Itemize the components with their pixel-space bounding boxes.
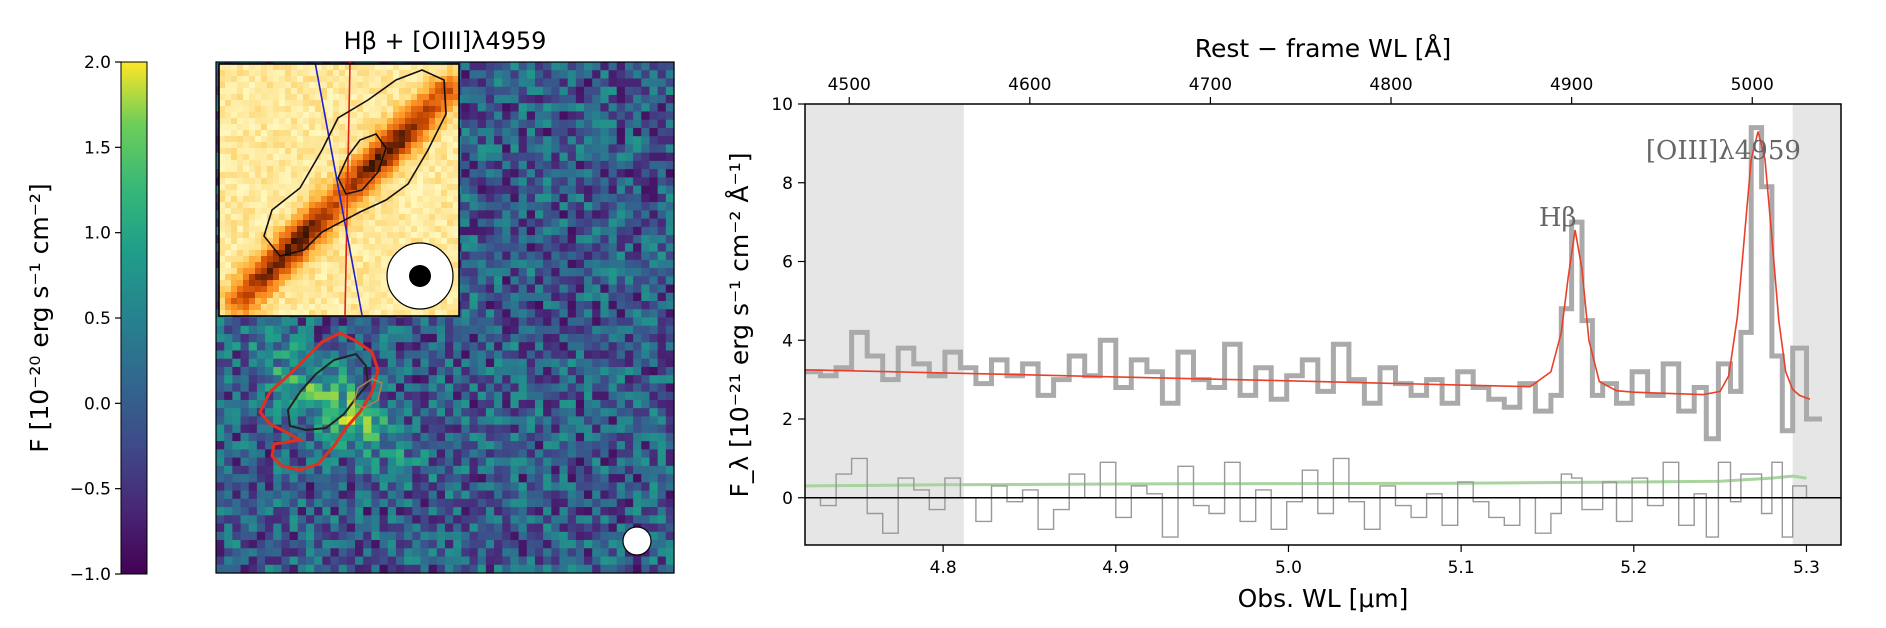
y-tick-label: 0 bbox=[782, 489, 793, 509]
shaded-region bbox=[1792, 104, 1841, 545]
hbeta-annotation: Hβ bbox=[1539, 203, 1577, 233]
colorbar-tick-label: −1.0 bbox=[70, 565, 111, 585]
top-tick-label: 4900 bbox=[1550, 75, 1593, 95]
top-tick-label: 4700 bbox=[1189, 75, 1232, 95]
shaded-regions bbox=[805, 104, 1841, 545]
colorbar-tick-label: 0.5 bbox=[84, 309, 111, 329]
line-annotations: Hβ [OIII]λ4959 bbox=[1539, 136, 1801, 233]
x-tick-label: 4.8 bbox=[930, 558, 957, 578]
series-residual bbox=[805, 457, 1822, 538]
x-axis-ticks: 4.8 4.9 5.0 5.1 5.2 5.3 bbox=[930, 545, 1820, 578]
colorbar-tick-label: 2.0 bbox=[84, 53, 111, 73]
x-axis-label: Obs. WL [μm] bbox=[1238, 584, 1409, 613]
y-tick-label: 6 bbox=[782, 253, 793, 273]
x-tick-label: 5.3 bbox=[1793, 558, 1820, 578]
inset-beam-inner-icon bbox=[409, 265, 431, 287]
oiii-annotation: [OIII]λ4959 bbox=[1646, 136, 1801, 166]
top-tick-label: 4800 bbox=[1369, 75, 1412, 95]
colorbar-tick-label: 0.0 bbox=[84, 394, 111, 414]
inset-outer-contour bbox=[263, 69, 447, 257]
y-tick-label: 4 bbox=[782, 331, 793, 351]
x-tick-label: 4.9 bbox=[1102, 558, 1129, 578]
colorbar-gradient bbox=[120, 61, 148, 575]
y-tick-label: 8 bbox=[782, 174, 793, 194]
series-spectrum bbox=[805, 125, 1822, 442]
colorbar-tick-label: 1.5 bbox=[84, 138, 111, 158]
colorbar: 2.0 1.5 1.0 0.5 0.0 −0.5 −1.0 F [10⁻²⁰ erg s⁻¹… bbox=[25, 53, 148, 585]
colorbar-tick-label: 1.0 bbox=[84, 224, 111, 244]
innermost-contour bbox=[353, 378, 383, 409]
series-layer bbox=[805, 125, 1822, 538]
colorbar-tick-label: −0.5 bbox=[70, 480, 111, 500]
top-axis-ticks: 4500 4600 4700 4800 4900 5000 bbox=[828, 75, 1774, 104]
y-axis-label: F_λ [10⁻²¹ erg s⁻¹ cm⁻² Å⁻¹] bbox=[725, 153, 754, 498]
top-tick-label: 4600 bbox=[1008, 75, 1051, 95]
x-tick-label: 5.1 bbox=[1448, 558, 1475, 578]
y-tick-label: 10 bbox=[771, 95, 793, 115]
top-tick-label: 5000 bbox=[1731, 75, 1774, 95]
x-tick-label: 5.2 bbox=[1620, 558, 1647, 578]
y-tick-label: 2 bbox=[782, 410, 793, 430]
shaded-region bbox=[805, 104, 964, 545]
colorbar-ticks: 2.0 1.5 1.0 0.5 0.0 −0.5 −1.0 bbox=[70, 53, 121, 585]
plot-frame bbox=[804, 103, 1842, 546]
map-panel: Hβ + [OIII]λ4959 bbox=[215, 27, 675, 574]
inset-inner-contour bbox=[337, 133, 387, 195]
top-tick-label: 4500 bbox=[828, 75, 871, 95]
series-model bbox=[805, 131, 1811, 401]
colorbar-label: F [10⁻²⁰ erg s⁻¹ cm⁻²] bbox=[25, 183, 54, 452]
slit-red-line bbox=[344, 61, 351, 316]
map-title: Hβ + [OIII]λ4959 bbox=[344, 27, 547, 55]
inset-panel bbox=[218, 61, 460, 317]
top-axis-label: Rest − frame WL [Å] bbox=[1195, 34, 1452, 63]
x-tick-label: 5.0 bbox=[1275, 558, 1302, 578]
y-axis-ticks: 0 2 4 6 8 10 bbox=[771, 95, 805, 509]
beam-icon bbox=[622, 526, 652, 556]
inner-contour bbox=[286, 352, 370, 432]
slit-blue-line bbox=[314, 61, 363, 316]
